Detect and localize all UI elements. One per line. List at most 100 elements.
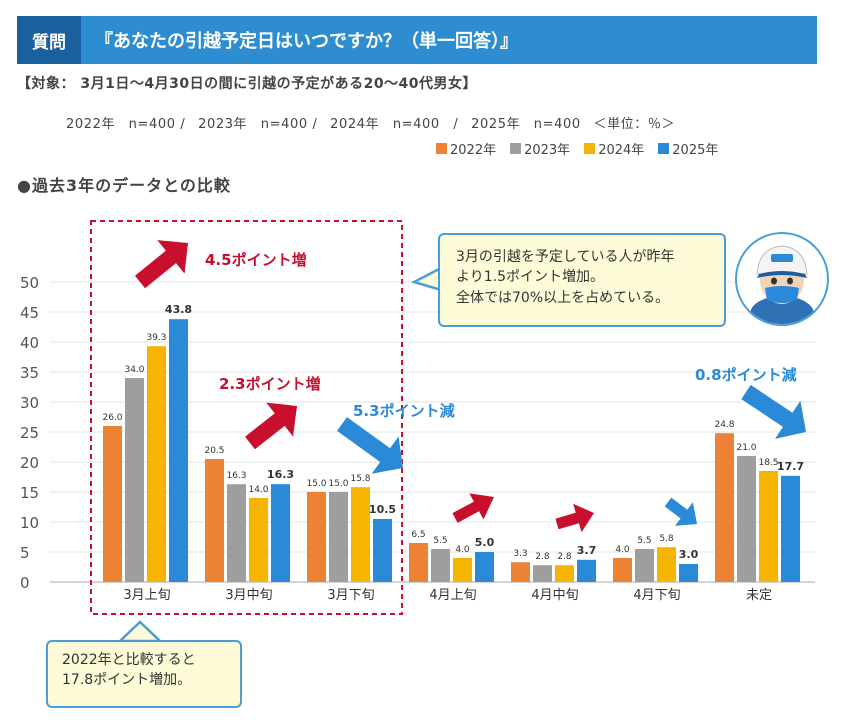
- legend-item-2024: 2024年: [584, 139, 644, 158]
- sample-2024: 2024年 n=400 /: [330, 117, 459, 132]
- bar: [329, 492, 348, 582]
- chart-legend: 2022年 2023年 2024年 2025年: [436, 139, 718, 158]
- callout-top: 3月の引越を予定している人が昨年 より1.5ポイント増加。 全体では70%以上を…: [438, 233, 726, 327]
- legend-swatch-2024: [584, 143, 596, 154]
- arrow-up-icon: [134, 240, 188, 289]
- bar: [715, 433, 734, 582]
- bar-value-label: 4.0: [455, 545, 470, 555]
- y-tick-label: 45: [20, 304, 39, 322]
- bar: [227, 484, 246, 582]
- arrow-down-icon: [664, 497, 697, 526]
- y-tick-label: 20: [20, 454, 39, 472]
- march-highlight-box: [90, 220, 403, 615]
- y-tick-label: 0: [20, 574, 30, 592]
- bar-value-label: 43.8: [165, 303, 192, 316]
- bar: [147, 346, 166, 582]
- bar-value-label: 24.8: [714, 420, 734, 430]
- bar-value-label: 3.3: [513, 549, 527, 559]
- bar: [613, 558, 632, 582]
- legend-label-2023: 2023年: [524, 143, 571, 158]
- bar-value-label: 15.0: [328, 479, 348, 489]
- legend-label-2025: 2025年: [672, 143, 719, 158]
- change-annotation: 5.3ポイント減: [353, 402, 455, 420]
- callout-bottom-pointer: [116, 620, 164, 643]
- x-tick-label: 未定: [746, 588, 772, 603]
- bar-value-label: 21.0: [736, 443, 756, 453]
- bar-value-label: 2.8: [535, 552, 550, 562]
- y-tick-label: 35: [20, 364, 39, 382]
- arrow-up-icon: [245, 402, 297, 450]
- bar-value-label: 20.5: [204, 446, 224, 456]
- bar: [373, 519, 392, 582]
- y-tick-label: 50: [20, 274, 39, 292]
- bar: [409, 543, 428, 582]
- x-tick-label: 3月下旬: [327, 588, 374, 603]
- change-annotation: 0.8ポイント減: [695, 366, 797, 384]
- legend-swatch-2022: [436, 143, 447, 154]
- y-tick-label: 5: [20, 544, 30, 562]
- callout-top-line-2: より1.5ポイント増加。: [456, 269, 604, 286]
- bar: [759, 471, 778, 582]
- x-tick-label: 4月上旬: [429, 588, 476, 603]
- bar-value-label: 4.0: [615, 545, 630, 555]
- callout-top-line-3: 全体では70%以上を占めている。: [456, 289, 670, 306]
- bar: [307, 492, 326, 582]
- bar-value-label: 6.5: [411, 530, 425, 540]
- change-annotation: 4.5ポイント増: [205, 251, 307, 269]
- sample-2025: 2025年 n=400: [471, 117, 581, 132]
- bar: [533, 565, 552, 582]
- legend-item-2022: 2022年: [436, 139, 496, 158]
- bar-value-label: 3.7: [577, 544, 597, 557]
- bar: [475, 552, 494, 582]
- question-header: 質問 『あなたの引越予定日はいつですか？（単一回答）』: [17, 16, 817, 64]
- sample-2022: 2022年 n=400 /: [66, 117, 186, 132]
- question-tag: 質問: [17, 16, 81, 64]
- bar: [679, 564, 698, 582]
- bar-value-label: 5.0: [475, 536, 495, 549]
- callout-bottom: 2022年と比較すると 17.8ポイント増加。: [46, 640, 242, 708]
- bar-value-label: 18.5: [758, 458, 778, 468]
- bar: [453, 558, 472, 582]
- bar-value-label: 34.0: [124, 365, 144, 375]
- chart-subtitle: ●過去3年のデータとの比較: [17, 176, 231, 195]
- callout-top-line-1: 3月の引越を予定している人が昨年: [456, 249, 675, 265]
- bar-value-label: 5.5: [433, 536, 447, 546]
- legend-swatch-2023: [510, 143, 522, 154]
- bar: [205, 459, 224, 582]
- arrow-up-icon: [452, 493, 494, 523]
- bar: [431, 549, 450, 582]
- bar: [249, 498, 268, 582]
- x-tick-label: 3月上旬: [123, 588, 170, 603]
- y-tick-label: 30: [20, 394, 39, 412]
- sample-2023: 2023年 n=400 /: [198, 117, 318, 132]
- mascot-illustration: [750, 245, 814, 324]
- callout-top-pointer: [410, 265, 443, 292]
- x-tick-label: 3月中旬: [225, 588, 272, 603]
- bar: [125, 378, 144, 582]
- change-annotation: 2.3ポイント増: [219, 375, 321, 393]
- bar: [781, 475, 800, 582]
- y-tick-label: 40: [20, 334, 39, 352]
- legend-label-2024: 2024年: [598, 143, 645, 158]
- callout-bottom-line-1: 2022年と比較すると: [62, 652, 196, 668]
- unit-label: ＜単位：％＞: [593, 117, 676, 132]
- bar-value-label: 10.5: [369, 503, 396, 516]
- bar-value-label: 39.3: [146, 333, 166, 343]
- bar: [657, 547, 676, 582]
- x-tick-label: 4月中旬: [531, 588, 578, 603]
- legend-label-2022: 2022年: [450, 143, 497, 158]
- arrow-up-icon: [555, 503, 594, 533]
- bar-value-label: 5.5: [637, 536, 651, 546]
- y-tick-label: 10: [20, 514, 39, 532]
- target-text: 【対象： 3月1日～4月30日の間に引越の予定がある20～40代男女】: [17, 76, 478, 92]
- x-tick-label: 4月下旬: [633, 588, 680, 603]
- bar: [635, 549, 654, 582]
- legend-item-2023: 2023年: [510, 139, 570, 158]
- bar-value-label: 15.0: [306, 479, 326, 489]
- sample-sizes: 2022年 n=400 / 2023年 n=400 / 2024年 n=400 …: [66, 113, 683, 132]
- bar-value-label: 16.3: [267, 468, 294, 481]
- bar-value-label: 16.3: [226, 471, 246, 481]
- bar-value-label: 14.0: [248, 485, 268, 495]
- bar: [577, 559, 596, 582]
